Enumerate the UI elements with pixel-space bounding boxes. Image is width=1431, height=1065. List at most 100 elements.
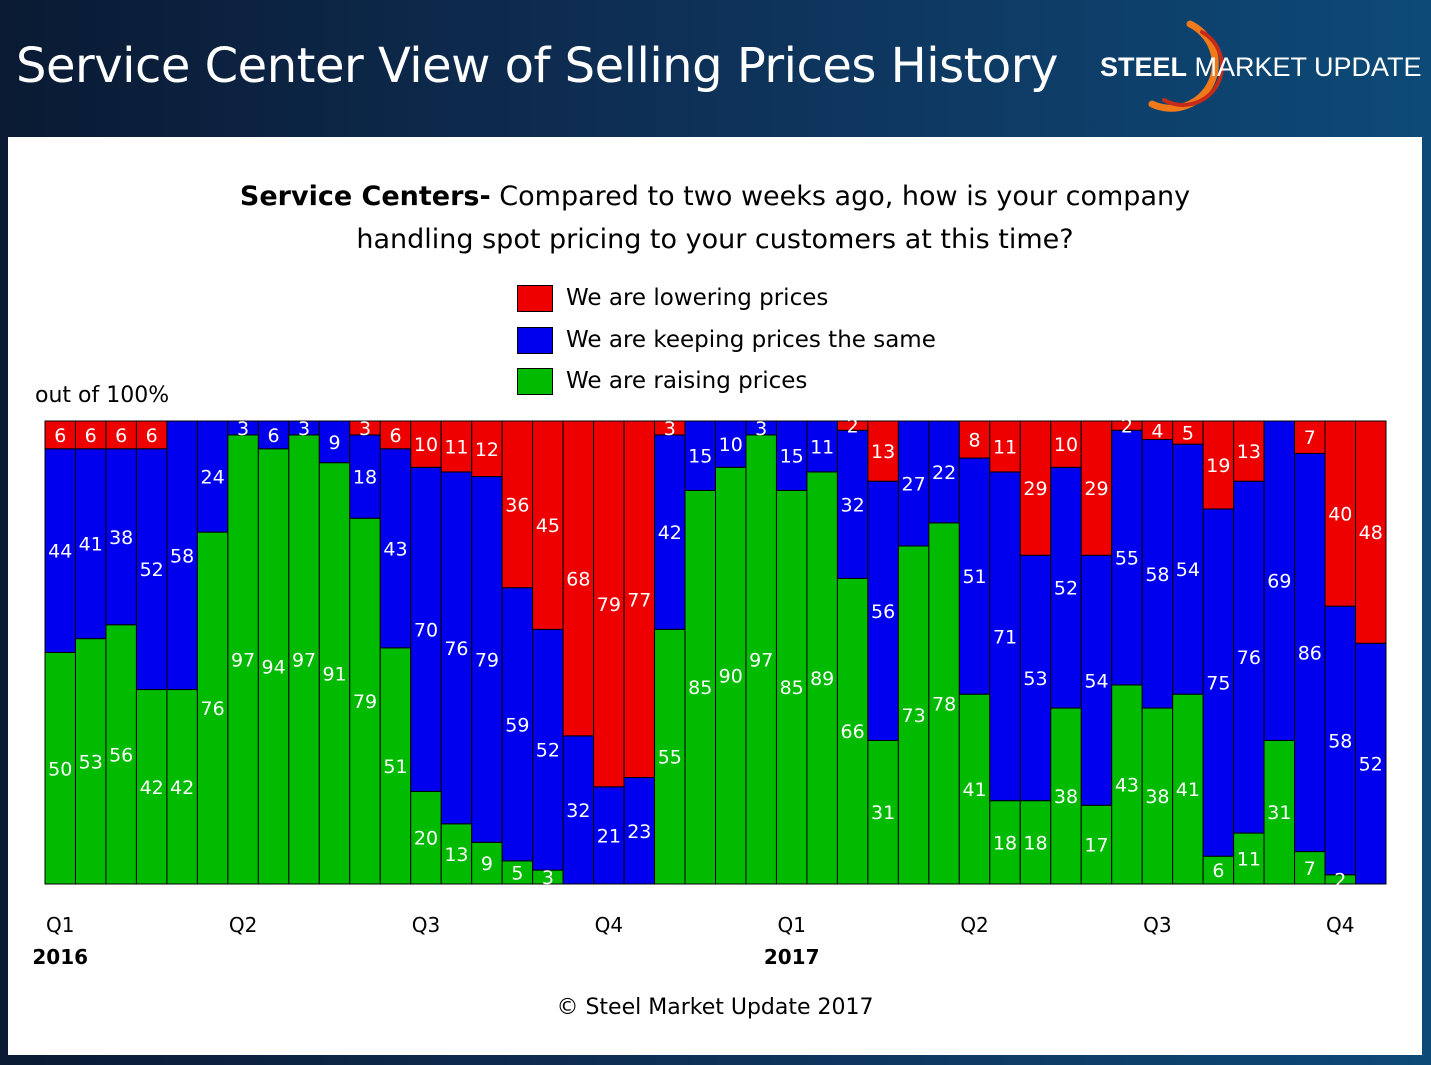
bar-segment-raising [1111,684,1143,885]
data-label-raising: 5 [511,862,523,884]
data-label-raising: 38 [1145,786,1169,808]
data-label-raising: 97 [749,649,773,671]
data-label-lowering: 6 [54,425,66,447]
data-label-same: 11 [810,436,834,458]
bar-segment-lowering [532,420,564,630]
legend-swatch-lowering [517,285,553,312]
question-line-2: handling spot pricing to your customers … [356,224,1074,255]
data-label-raising: 85 [780,677,804,699]
bar-segment-raising [410,790,442,885]
data-label-raising: 17 [1084,835,1108,857]
data-label-lowering: 36 [505,494,529,516]
bar-segment-same [1111,429,1143,686]
data-label-same: 75 [1206,673,1230,695]
data-label-lowering: 10 [1054,434,1078,456]
data-label-lowering: 2 [847,416,859,438]
data-label-lowering: 11 [993,436,1017,458]
bar-segment-same [74,448,107,640]
data-label-lowering: 40 [1328,504,1352,526]
bar-segment-raising [1019,800,1052,885]
data-label-same: 86 [1298,643,1322,665]
bar-segment-same [836,429,869,579]
data-label-raising: 2 [1334,869,1346,891]
data-label-lowering: 6 [146,425,158,447]
data-label-same: 10 [719,434,743,456]
data-label-raising: 38 [1054,786,1078,808]
bar-segment-raising [1141,707,1174,885]
logo-text: STEEL MARKET UPDATE [1100,52,1422,82]
bar-segment-lowering [989,420,1021,473]
data-label-raising: 89 [810,668,834,690]
data-label-same: 18 [353,467,377,489]
bar-segment-raising [715,466,747,885]
x-tick-label: Q2 [229,913,257,937]
data-label-lowering: 77 [627,589,651,611]
x-year-label: 2016 [32,945,88,969]
bar-segment-raising [1233,832,1265,885]
x-tick-label: Q4 [595,913,623,937]
bar-segment-lowering [1019,420,1052,556]
bar-segment-raising [318,462,351,885]
data-label-raising: 13 [444,844,468,866]
bar-segment-lowering [562,420,595,737]
bar-segment-lowering [105,420,137,450]
data-label-same: 44 [48,541,72,563]
data-label-raising: 94 [261,656,285,678]
data-label-lowering: 6 [85,425,97,447]
data-label-same: 70 [414,619,438,641]
bar-segment-lowering [135,420,168,450]
bar-segment-raising [379,647,412,885]
data-label-same: 58 [1145,564,1169,586]
bar-segment-same [1050,466,1082,709]
data-label-lowering: 48 [1359,522,1383,544]
bar-segment-same [715,420,747,468]
data-label-same: 15 [688,446,712,468]
data-label-raising: 78 [932,693,956,715]
bar-segment-same [654,434,686,630]
bar-segment-same [897,420,930,547]
data-label-same: 6 [268,425,280,447]
data-label-same: 15 [780,446,804,468]
data-label-lowering: 19 [1206,455,1230,477]
data-label-same: 56 [871,601,895,623]
legend-label-raising: We are raising prices [566,368,808,394]
bar-segment-lowering [1233,420,1265,482]
data-label-raising: 91 [322,663,346,685]
data-label-same: 51 [962,566,986,588]
copyright-text: © Steel Market Update 2017 [556,995,874,1020]
y-unit-label: out of 100% [35,383,170,408]
data-label-lowering: 68 [566,568,590,590]
data-label-same: 32 [566,800,590,822]
data-label-same: 38 [109,527,133,549]
bar-segment-same [775,420,808,491]
data-label-raising: 6 [1212,860,1224,882]
data-label-lowering: 13 [871,441,895,463]
data-label-raising: 3 [542,867,554,889]
data-label-lowering: 3 [359,418,371,440]
bar-segment-same [1233,480,1265,834]
data-label-raising: 42 [170,777,194,799]
data-label-raising: 18 [993,832,1017,854]
bar-segment-raising [349,517,381,885]
data-label-raising: 50 [48,758,72,780]
data-label-same: 3 [755,418,767,440]
data-label-lowering: 10 [414,434,438,456]
data-label-same: 69 [1267,571,1291,593]
x-tick-label: Q3 [1143,913,1171,937]
x-tick-label: Q1 [777,913,805,937]
bar-segment-lowering [501,420,534,589]
data-label-raising: 51 [383,756,407,778]
data-label-raising: 9 [481,853,493,875]
bar-segment-raising [1172,693,1204,885]
chart-question: Service Centers- Compared to two weeks a… [8,175,1422,261]
bar-segment-same [684,420,716,491]
data-label-same: 76 [1237,647,1261,669]
bar-segment-raising [257,448,290,885]
bar-segment-raising [1294,851,1326,885]
data-label-same: 55 [1115,548,1139,570]
bar-segment-same [1324,605,1357,876]
data-label-same: 3 [237,418,249,440]
bar-segment-raising [775,489,808,885]
bar-segment-lowering [410,420,442,468]
data-label-lowering: 11 [444,436,468,458]
